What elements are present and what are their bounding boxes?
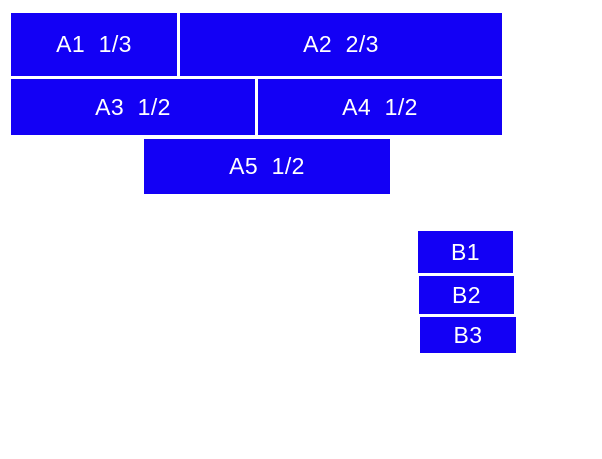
block-b2[interactable]: B2 (419, 276, 514, 314)
block-b1[interactable]: B1 (418, 231, 513, 273)
block-b1-label: B1 (451, 238, 480, 265)
block-a5[interactable]: A5 1/2 (144, 139, 390, 194)
block-a1[interactable]: A1 1/3 (11, 13, 177, 76)
block-a2[interactable]: A2 2/3 (180, 13, 502, 76)
block-a4-label: A4 1/2 (342, 93, 418, 120)
fraction-block-group: A1 1/3 A2 2/3 A3 1/2 A4 1/2 A5 1/2 (0, 0, 602, 210)
block-a2-label: A2 2/3 (303, 31, 379, 57)
block-a3-label: A3 1/2 (95, 93, 171, 120)
block-b2-label: B2 (452, 281, 481, 308)
block-b3[interactable]: B3 (420, 317, 516, 353)
block-a1-label: A1 1/3 (56, 31, 132, 57)
block-a4[interactable]: A4 1/2 (258, 79, 502, 135)
block-b3-label: B3 (453, 321, 483, 348)
block-a3[interactable]: A3 1/2 (11, 79, 255, 135)
block-a5-label: A5 1/2 (229, 153, 305, 179)
